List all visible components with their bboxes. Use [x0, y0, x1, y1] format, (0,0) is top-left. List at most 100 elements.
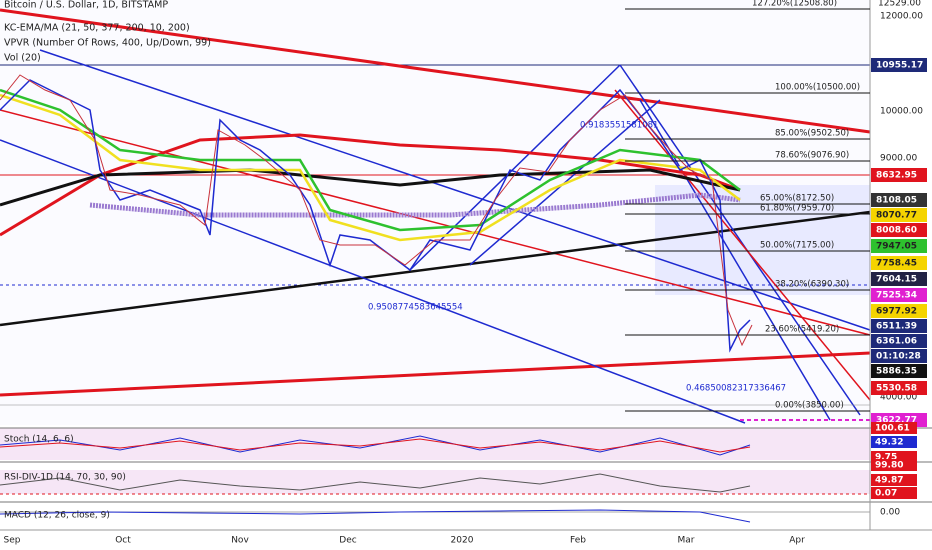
- price-tag: 8070.77: [876, 211, 917, 221]
- pane-tag: 49.32: [875, 438, 903, 448]
- price-tag-bg: [871, 168, 927, 182]
- time-tick: Feb: [570, 536, 586, 546]
- time-tick: Mar: [678, 536, 695, 546]
- pane-tag-bg: [871, 436, 917, 448]
- trend-line: [0, 109, 871, 336]
- price-tag-bg: [871, 334, 927, 348]
- price-tick: 4000.00: [880, 393, 917, 403]
- price-tag-bg: [871, 223, 927, 237]
- fib-label: 0.00%(3850.00): [775, 401, 844, 411]
- price-tag: 8632.95: [876, 171, 917, 181]
- rsi: [0, 473, 751, 493]
- price-tag: 6977.92: [876, 307, 917, 317]
- channel-line: [614, 89, 871, 401]
- trend-line: [0, 8, 871, 134]
- time-tick: Dec: [339, 536, 356, 546]
- price-tag-bg: [871, 239, 927, 253]
- price-tag-bg: [871, 364, 927, 378]
- fib-label: 127.20%(12508.80): [752, 0, 837, 9]
- price-tag-bg: [871, 319, 927, 333]
- time-tick: Oct: [115, 536, 131, 546]
- fib-label: 50.00%(7175.00): [760, 241, 834, 251]
- time-tick: 2020: [451, 536, 474, 546]
- ma-green: [0, 88, 741, 232]
- fib-label: 61.80%(7959.70): [760, 204, 834, 214]
- price-tag: 5530.58: [876, 384, 917, 394]
- price-tag: 5886.35: [876, 367, 917, 377]
- symbol-title: Bitcoin / U.S. Dollar, 1D, BITSTAMP: [4, 0, 168, 11]
- fib-label: 78.60%(9076.90): [775, 151, 849, 161]
- price-tick: 12000.00: [880, 12, 923, 22]
- fib-label: 65.00%(8172.50): [760, 194, 834, 204]
- fib-label: 100.00%(10500.00): [775, 83, 860, 93]
- vpvr-zone: [655, 185, 870, 295]
- channel-line: [0, 139, 746, 424]
- main-pane: [0, 8, 871, 424]
- time-tick: Apr: [789, 536, 805, 546]
- price-tag-bg: [871, 381, 927, 395]
- ma-yellow: [0, 93, 741, 242]
- rsi-pane: [0, 461, 932, 495]
- price-tag: 10955.17: [876, 61, 923, 71]
- pane-tag: 9.75: [875, 453, 897, 463]
- price-tag-bg: [871, 208, 927, 222]
- indicator-label: Vol (20): [4, 53, 41, 64]
- indicator-label: VPVR (Number Of Rows, 400, Up/Down, 99): [4, 38, 211, 49]
- price-tick: 10000.00: [880, 107, 923, 117]
- channel-line: [619, 64, 861, 416]
- fib-label: 38.20%(6390.30): [775, 280, 849, 290]
- pane-tag-bg: [871, 487, 917, 499]
- candles: [0, 74, 753, 347]
- stoch-d: [0, 438, 751, 453]
- fib-label: 85.00%(9502.50): [775, 129, 849, 139]
- pane-title: MACD (12, 26, close, 9): [4, 511, 110, 521]
- indicator-label: KC-EMA/MA (21, 50, 377, 200, 10, 200): [4, 23, 190, 34]
- annotation: 0.9183551581081: [580, 121, 658, 131]
- stoch-band: [0, 428, 870, 460]
- price-tag: 8008.60: [876, 226, 917, 236]
- price-tag: 6511.39: [876, 322, 917, 332]
- annotation: 0.9508774583645554: [368, 303, 463, 313]
- price-tag-bg: [871, 349, 927, 363]
- trend-line: [0, 210, 871, 327]
- price-tag: 01:10:28: [876, 352, 921, 362]
- price-tick: 9000.00: [880, 154, 917, 164]
- fib-label: 23.60%(5419.20): [765, 325, 839, 335]
- price-tick-top: 12529.00: [878, 0, 921, 9]
- price-tag: 6361.06: [876, 337, 917, 347]
- ma-purple: [89, 192, 741, 218]
- rsi-band: [0, 470, 870, 494]
- time-tick: Sep: [4, 536, 21, 546]
- price-tag: 7758.45: [876, 259, 917, 269]
- time-tick: Nov: [231, 536, 249, 546]
- pane-tag: 49.87: [875, 476, 903, 486]
- pane-tag-bg: [871, 422, 917, 434]
- price-tag: 7525.34: [876, 291, 917, 301]
- price-tag-bg: [871, 304, 927, 318]
- pane-tag: 0.00: [880, 508, 900, 518]
- ma-red: [0, 133, 741, 237]
- ma-black: [0, 168, 741, 207]
- price-tag-bg: [871, 58, 927, 72]
- annotation: 0.46850082317336467: [686, 384, 786, 394]
- channel-line: [639, 99, 831, 421]
- pane-title: RSI-DIV-1D (14, 70, 30, 90): [4, 473, 126, 483]
- macd-line: [0, 509, 751, 523]
- channel-line: [39, 49, 871, 331]
- stoch-pane: [0, 427, 932, 460]
- pane-tag: 0.07: [875, 489, 897, 499]
- pane-tag: 99.80: [875, 461, 903, 471]
- price-tag: 3622.77: [876, 416, 917, 426]
- price-tag-bg: [871, 288, 927, 302]
- price-tag: 7604.15: [876, 275, 917, 285]
- macd-pane: [0, 501, 932, 523]
- price-tag: 8108.05: [876, 196, 917, 206]
- trend-line: [0, 351, 871, 397]
- pane-tag-bg: [871, 459, 917, 471]
- pane-tag-bg: [871, 474, 917, 486]
- price-tag-bg: [871, 256, 927, 270]
- price-tag-bg: [871, 272, 927, 286]
- price-tag-bg: [871, 193, 927, 207]
- pane-title: Stoch (14, 6, 6): [4, 435, 74, 445]
- pane-tag: 100.61: [875, 424, 910, 434]
